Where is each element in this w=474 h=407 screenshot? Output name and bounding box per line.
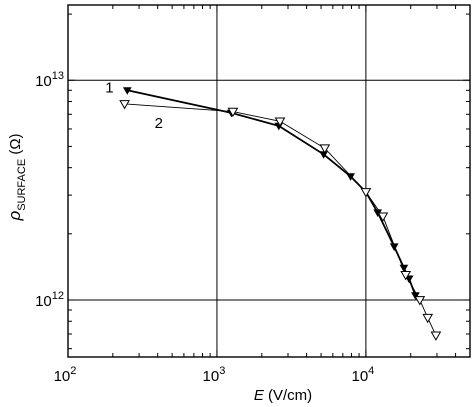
y-tick-label-exponent: 13 [52, 70, 64, 82]
data-point-series-2 [319, 144, 331, 154]
x-axis-label-unit: (V/cm) [264, 387, 312, 404]
data-point-series-2 [360, 188, 372, 198]
series-line-2 [124, 103, 437, 336]
y-axis-label-symbol: ρ [5, 211, 24, 222]
x-tick-label-base: 10 [351, 368, 368, 385]
data-point-series-1 [404, 275, 414, 284]
x-tick-label-exponent: 3 [219, 365, 225, 377]
data-point-series-2 [414, 296, 426, 306]
x-axis-label: E (V/cm) [254, 387, 312, 404]
x-tick-label-base: 10 [54, 368, 71, 385]
data-point-series-2 [119, 100, 130, 110]
data-point-series-2 [400, 271, 412, 281]
y-tick-label-base: 10 [35, 73, 52, 90]
x-tick-label: 102 [54, 365, 77, 385]
x-tick-label-base: 10 [203, 368, 220, 385]
series-line-1 [127, 89, 417, 296]
data-point-series-2 [377, 212, 389, 222]
y-axis-label-unit: (Ω) [7, 133, 24, 158]
data-point-series-2 [430, 331, 442, 341]
data-point-series-1 [411, 292, 420, 300]
series-labels: 12 [105, 79, 163, 132]
y-axis-label-subscript: SURFACE [16, 159, 28, 211]
tick-marks [67, 5, 471, 357]
x-tick-label: 103 [203, 365, 226, 385]
plot-frame [67, 4, 471, 358]
data-point-series-2 [274, 117, 286, 127]
y-tick-label: 1013 [35, 70, 64, 90]
grid-lines [68, 5, 470, 357]
data-point-series-2 [422, 313, 434, 324]
series-label-1: 1 [105, 79, 113, 96]
y-axis-label: ρSURFACE (Ω) [5, 133, 28, 221]
x-tick-label-exponent: 4 [368, 365, 374, 377]
data-point-series-1 [346, 173, 355, 181]
data-point-series-1 [122, 87, 132, 95]
y-tick-label-base: 10 [35, 293, 52, 310]
data-point-series-1 [389, 243, 399, 252]
data-point-series-2 [227, 107, 239, 118]
y-tick-label: 1012 [35, 290, 64, 310]
x-tick-label-exponent: 2 [70, 365, 76, 377]
data-point-series-1 [399, 264, 409, 273]
marker-group [119, 87, 442, 341]
x-axis-label-symbol: E [254, 387, 265, 404]
x-tick-label: 104 [351, 365, 374, 385]
y-tick-label-exponent: 12 [52, 290, 64, 302]
series-label-2: 2 [155, 115, 163, 132]
